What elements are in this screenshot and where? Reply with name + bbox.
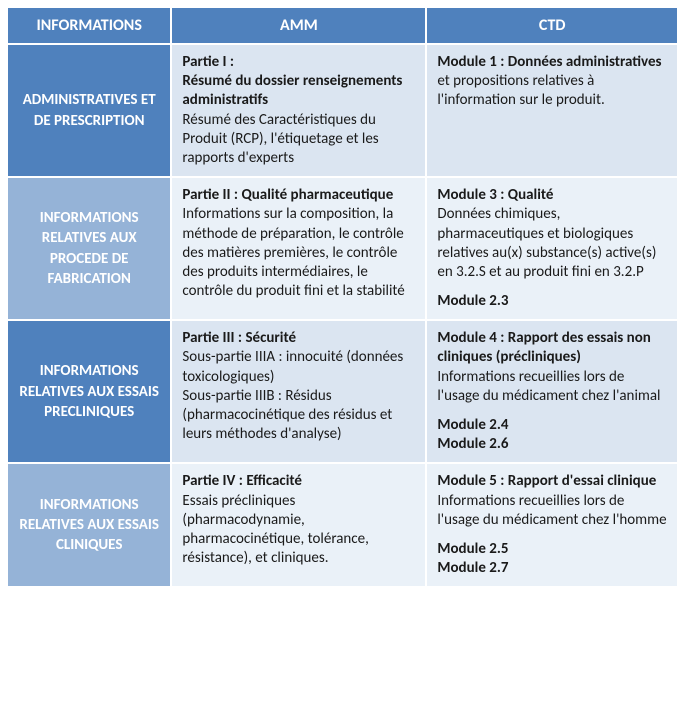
ctd-extra: Module 2.3 [437, 292, 667, 311]
header-informations: INFORMATIONS [7, 7, 171, 44]
amm-body: Informations sur la composition, la méth… [182, 205, 404, 300]
cell-amm-0: Partie I : Résumé du dossier renseigneme… [171, 44, 426, 177]
ctd-extra: Module 2.4 [437, 416, 667, 435]
ctd-body: et propositions relatives à l'informatio… [437, 72, 604, 109]
cell-ctd-2: Module 4 : Rapport des essais non cliniq… [426, 320, 678, 463]
table-row: INFORMATIONS RELATIVES AUX ESSAIS CLINIQ… [7, 463, 678, 587]
amm-title: Partie IV : Efficacité [182, 472, 415, 491]
cell-amm-3: Partie IV : Efficacité Essais précliniqu… [171, 463, 426, 587]
header-row: INFORMATIONS AMM CTD [7, 7, 678, 44]
ctd-body: Informations recueillies lors de l'usage… [437, 368, 660, 405]
row-label-administratives: ADMINISTRATIVES ET DE PRESCRIPTION [7, 44, 171, 177]
cell-ctd-1: Module 3 : Qualité Données chimiques, ph… [426, 177, 678, 320]
cell-ctd-3: Module 5 : Rapport d'essai clinique Info… [426, 463, 678, 587]
amm-title: Partie II : Qualité pharmaceutique [182, 186, 415, 205]
row-label-fabrication: INFORMATIONS RELATIVES AUX PROCEDE DE FA… [7, 177, 171, 320]
row-label-precliniques: INFORMATIONS RELATIVES AUX ESSAIS PRECLI… [7, 320, 171, 463]
header-amm: AMM [171, 7, 426, 44]
ctd-body: Données chimiques, pharmaceutiques et bi… [437, 205, 656, 281]
ctd-title: Module 3 : Qualité [437, 186, 667, 205]
ctd-body: Informations recueillies lors de l'usage… [437, 492, 666, 529]
amm-subtitle: Résumé du dossier renseignements adminis… [182, 72, 415, 110]
comparison-table: INFORMATIONS AMM CTD ADMINISTRATIVES ET … [6, 6, 679, 588]
ctd-extra: Module 2.5 [437, 540, 667, 559]
cell-amm-2: Partie III : Sécurité Sous-partie IIIA :… [171, 320, 426, 463]
table-row: INFORMATIONS RELATIVES AUX ESSAIS PRECLI… [7, 320, 678, 463]
amm-title: Partie I : [182, 53, 415, 72]
ctd-extra: Module 2.7 [437, 559, 667, 578]
amm-body: Résumé des Caractéristiques du Produit (… [182, 111, 378, 167]
cell-ctd-0: Module 1 : Données administratives et pr… [426, 44, 678, 177]
ctd-title: Module 4 : Rapport des essais non cliniq… [437, 329, 667, 367]
amm-body: Sous-partie IIIA : innocuité (données to… [182, 348, 403, 443]
amm-title: Partie III : Sécurité [182, 329, 415, 348]
table-row: ADMINISTRATIVES ET DE PRESCRIPTION Parti… [7, 44, 678, 177]
ctd-extra: Module 2.6 [437, 435, 667, 454]
ctd-title: Module 5 : Rapport d'essai clinique [437, 472, 667, 491]
amm-body: Essais précliniques (pharmacodynamie, ph… [182, 492, 368, 568]
table-row: INFORMATIONS RELATIVES AUX PROCEDE DE FA… [7, 177, 678, 320]
cell-amm-1: Partie II : Qualité pharmaceutique Infor… [171, 177, 426, 320]
ctd-title: Module 1 : Données administratives [437, 53, 661, 71]
header-ctd: CTD [426, 7, 678, 44]
row-label-cliniques: INFORMATIONS RELATIVES AUX ESSAIS CLINIQ… [7, 463, 171, 587]
